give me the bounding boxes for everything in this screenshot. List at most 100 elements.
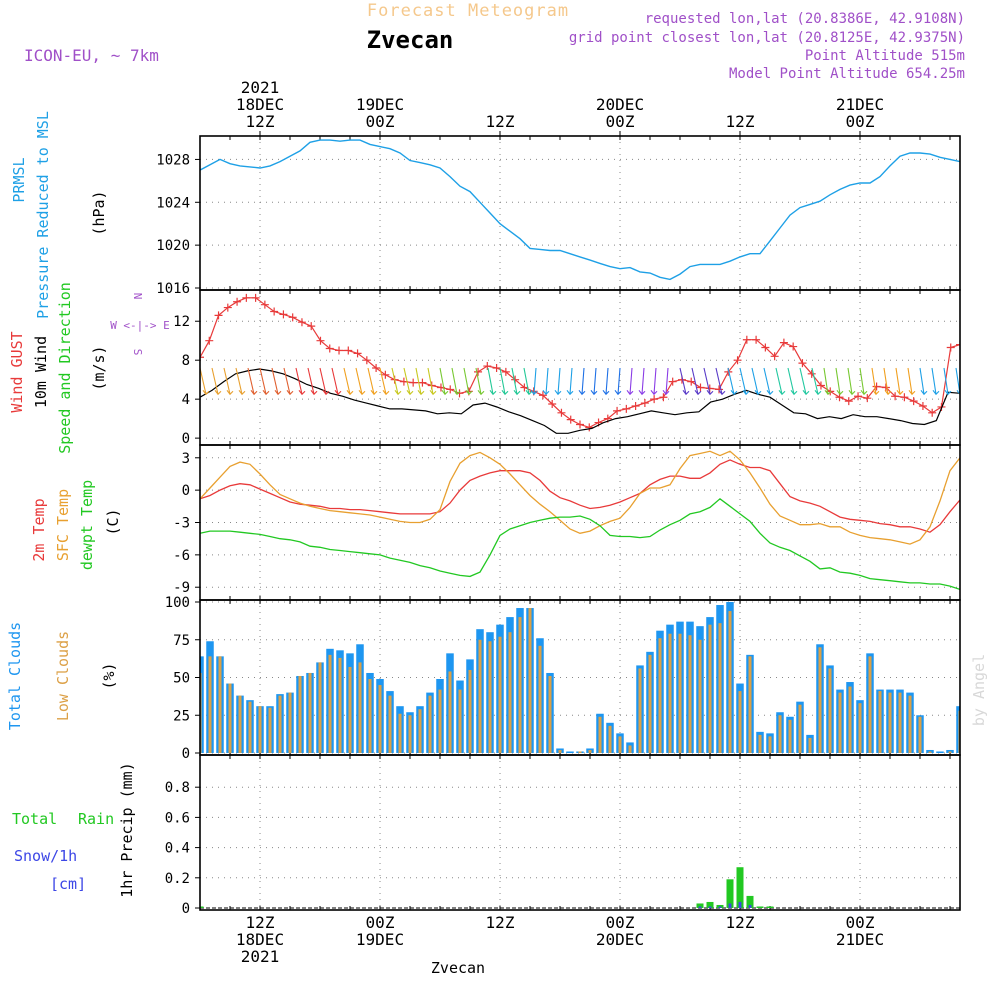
snow-bar <box>698 906 702 908</box>
low-cloud-bar <box>418 709 422 753</box>
wind-direction-arrow <box>823 367 832 396</box>
pressure-line <box>200 139 960 281</box>
wind-direction-arrow <box>475 367 485 396</box>
low-cloud-bar <box>558 749 562 753</box>
temperature-legend: 2m Temp SFC Temp dewpt Temp <box>30 480 96 570</box>
wind-direction-arrow <box>662 367 670 396</box>
wind-direction-arrow <box>871 367 880 396</box>
gust-marker <box>928 408 937 417</box>
gust-marker <box>872 382 881 391</box>
wind-direction-arrow <box>566 367 574 396</box>
low-cloud-bar <box>248 701 252 753</box>
rain-bar <box>756 906 764 908</box>
low-cloud-bar <box>338 657 342 753</box>
gust-marker <box>307 322 316 331</box>
low-cloud-bar <box>348 666 352 753</box>
legend-total-clouds: Total Clouds <box>6 622 24 730</box>
gust-marker <box>742 335 751 344</box>
top-time-label: 19DEC <box>356 95 404 114</box>
snow-bar <box>738 901 742 908</box>
gust-marker <box>538 391 547 400</box>
gust-marker <box>881 383 890 392</box>
2m-temp-line <box>200 459 960 533</box>
y-tick-label: 3 <box>182 451 190 467</box>
low-cloud-bar <box>788 719 792 753</box>
low-cloud-bar <box>538 645 542 753</box>
y-tick-label: 0.4 <box>165 841 190 857</box>
low-cloud-bar <box>318 662 322 753</box>
gust-marker <box>548 400 557 409</box>
wind-direction-arrow <box>343 367 354 396</box>
rain-bar <box>200 906 204 908</box>
gust-marker <box>770 352 779 361</box>
wind-direction-arrow <box>614 367 622 396</box>
y-tick-label: 75 <box>173 633 190 649</box>
low-cloud-bar <box>438 689 442 753</box>
rain-bar <box>736 867 744 908</box>
total-cloud-bar <box>956 706 960 753</box>
low-cloud-bar <box>328 654 332 753</box>
gust-marker <box>631 401 640 410</box>
low-cloud-bar <box>738 691 742 753</box>
top-time-label: 2021 <box>241 78 280 97</box>
y-tick-label: 12 <box>173 314 190 330</box>
legend-rain: Rain <box>78 810 114 828</box>
gust-marker <box>233 297 242 306</box>
bottom-time-label: 12Z <box>486 913 515 932</box>
low-cloud-bar <box>818 647 822 753</box>
wind-direction-arrow <box>691 367 702 396</box>
gust-marker <box>474 367 483 376</box>
low-cloud-bar <box>518 617 522 753</box>
wind-direction-arrow <box>415 367 425 396</box>
low-cloud-bar <box>888 692 892 753</box>
wind-direction-arrow <box>379 367 390 396</box>
pressure-marks <box>200 139 960 281</box>
gust-marker <box>223 303 232 312</box>
bottom-time-label: 00Z <box>366 913 395 932</box>
low-cloud-bar <box>388 695 392 753</box>
bottom-time-label: 12Z <box>246 913 275 932</box>
bottom-time-label: 21DEC <box>836 930 884 949</box>
bottom-time-label: 12Z <box>726 913 755 932</box>
model-label: ICON-EU, ~ 7km <box>24 46 159 65</box>
low-cloud-bar <box>908 695 912 753</box>
gust-marker <box>576 420 584 429</box>
wind-direction-arrow <box>439 367 449 396</box>
top-time-label: 21DEC <box>836 95 884 114</box>
location-title: Zvecan <box>367 26 454 54</box>
low-cloud-bar <box>758 734 762 753</box>
low-cloud-bar <box>668 633 672 753</box>
gust-marker <box>566 415 575 424</box>
low-cloud-bar <box>598 716 602 753</box>
wind-direction-arrow <box>223 367 234 396</box>
wind-direction-arrow <box>638 367 646 396</box>
gust-marker <box>613 406 622 415</box>
precipitation-marks <box>200 867 960 909</box>
wind-direction-arrow <box>355 367 366 396</box>
low-cloud-bar <box>238 695 242 753</box>
low-cloud-bar <box>288 692 292 753</box>
y-tick-label: 8 <box>182 353 190 369</box>
wind-direction-arrow <box>247 367 258 396</box>
gust-marker <box>761 343 770 352</box>
wind-direction-arrow <box>211 367 222 396</box>
wind-direction-arrow <box>859 367 868 396</box>
credit-watermark: by Angel <box>970 654 988 726</box>
top-time-label: 18DEC <box>236 95 284 114</box>
precip-legend: Total Rain Snow/1h [cm] <box>12 810 114 893</box>
legend-2m-temp: 2m Temp <box>30 498 48 561</box>
total-cloud-bar <box>936 751 944 753</box>
low-cloud-bar <box>468 669 472 753</box>
gust-marker <box>863 394 872 403</box>
low-cloud-bar <box>268 707 272 753</box>
gust-marker <box>446 385 455 394</box>
pressure-legend: PRMSL Pressure Reduced to MSL <box>10 111 52 319</box>
y-tick-label: -6 <box>173 548 190 564</box>
gust-marker <box>492 363 501 372</box>
low-cloud-bar <box>308 672 312 753</box>
gust-marker <box>344 346 353 355</box>
requested-coordinates: requested lon,lat (20.8386E, 42.9108N) <box>645 11 965 27</box>
gust-marker <box>316 336 325 345</box>
gust-marker <box>946 343 955 352</box>
